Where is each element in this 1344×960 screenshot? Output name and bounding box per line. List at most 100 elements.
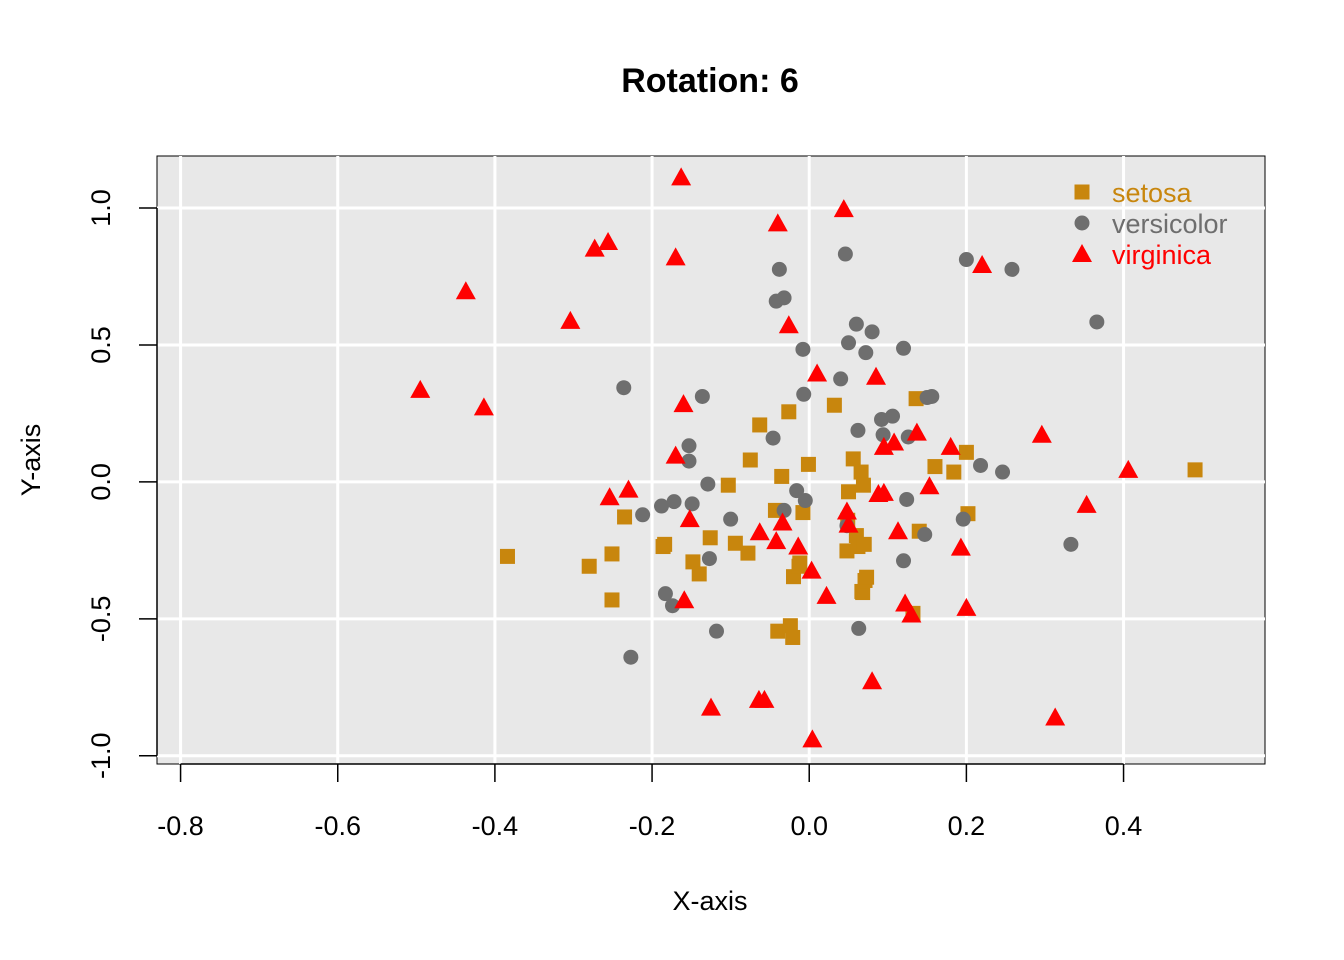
setosa-point	[752, 417, 768, 433]
setosa-point	[702, 530, 718, 546]
versicolor-point	[789, 483, 805, 499]
legend-triangle-icon	[1072, 244, 1092, 262]
versicolor-point	[701, 551, 717, 567]
virginica-point	[778, 315, 799, 334]
versicolor-point	[864, 324, 880, 340]
setosa-point	[927, 459, 943, 475]
setosa-point	[855, 477, 871, 493]
setosa-point	[604, 592, 620, 608]
versicolor-point	[797, 493, 813, 509]
setosa-point	[782, 618, 798, 634]
versicolor-point	[776, 502, 792, 518]
y-tick-label: 1.0	[86, 189, 116, 227]
virginica-point	[766, 531, 787, 550]
legend-circle-icon	[1074, 215, 1090, 231]
x-tick-label: -0.8	[157, 811, 204, 841]
virginica-point	[598, 231, 619, 250]
setosa-point	[958, 444, 974, 460]
versicolor-point	[995, 464, 1011, 480]
versicolor-point	[694, 388, 710, 404]
versicolor-point	[681, 453, 697, 469]
series-virginica	[410, 167, 1139, 748]
versicolor-point	[885, 408, 901, 424]
virginica-point	[560, 310, 581, 329]
versicolor-point	[833, 371, 849, 387]
virginica-point	[906, 422, 927, 441]
virginica-point	[1118, 459, 1139, 478]
virginica-point	[665, 247, 686, 266]
versicolor-point	[709, 623, 725, 639]
virginica-point	[802, 729, 823, 748]
versicolor-point	[973, 457, 989, 473]
setosa-point	[908, 391, 924, 407]
versicolor-point	[850, 422, 866, 438]
virginica-point	[674, 590, 695, 609]
y-axis-label: Y-axis	[16, 424, 46, 497]
virginica-point	[1076, 494, 1097, 513]
virginica-point	[754, 689, 775, 708]
setosa-point	[617, 509, 633, 525]
virginica-point	[410, 379, 431, 398]
virginica-point	[673, 394, 694, 413]
setosa-point	[795, 505, 811, 521]
setosa-point	[1187, 462, 1203, 478]
virginica-point	[816, 585, 837, 604]
legend-item-versicolor: versicolor	[1074, 209, 1228, 239]
setosa-point	[499, 548, 515, 564]
y-tick-label: -1.0	[86, 733, 116, 780]
virginica-point	[701, 697, 721, 716]
versicolor-point	[795, 341, 811, 357]
setosa-point	[855, 585, 871, 601]
versicolor-point	[653, 498, 669, 514]
virginica-point	[665, 445, 686, 464]
virginica-point	[618, 479, 639, 498]
virginica-point	[940, 436, 961, 455]
setosa-point	[720, 477, 736, 493]
versicolor-point	[896, 340, 912, 356]
versicolor-point	[851, 620, 867, 636]
virginica-point	[749, 522, 770, 541]
virginica-point	[873, 482, 894, 501]
setosa-point	[781, 404, 797, 420]
versicolor-point	[657, 586, 673, 602]
versicolor-point	[875, 427, 891, 443]
virginica-point	[772, 512, 793, 531]
legend-item-setosa: setosa	[1074, 178, 1193, 208]
versicolor-point	[776, 290, 792, 306]
versicolor-point	[700, 476, 716, 492]
virginica-point	[956, 597, 977, 616]
setosa-point	[740, 545, 756, 561]
x-axis: -0.8 -0.6 -0.4 -0.2 0.0 0.2 0.4	[157, 763, 1143, 841]
setosa-point	[685, 554, 701, 570]
setosa-point	[774, 468, 790, 484]
x-tick-label: -0.6	[314, 811, 361, 841]
versicolor-point	[666, 494, 682, 510]
legend-label: versicolor	[1112, 209, 1228, 239]
versicolor-point	[848, 316, 864, 332]
x-tick-label: 0.0	[790, 811, 828, 841]
setosa-point	[770, 623, 786, 639]
versicolor-point	[896, 553, 912, 569]
x-tick-label: 0.2	[948, 811, 986, 841]
legend-square-icon	[1074, 184, 1090, 200]
virginica-point	[862, 671, 883, 690]
versicolor-point	[635, 507, 651, 523]
versicolor-point	[616, 380, 632, 396]
setosa-point	[841, 484, 857, 500]
versicolor-point	[841, 335, 857, 351]
y-tick-label: 0.5	[86, 326, 116, 364]
setosa-point	[604, 546, 620, 562]
x-tick-label: 0.4	[1105, 811, 1143, 841]
setosa-point	[946, 464, 962, 480]
versicolor-point	[837, 246, 853, 262]
data-points	[410, 167, 1203, 748]
setosa-point	[853, 464, 869, 480]
versicolor-point	[917, 526, 933, 542]
y-tick-label: -0.5	[86, 596, 116, 643]
versicolor-point	[796, 386, 812, 402]
virginica-point	[801, 560, 822, 579]
legend-label: virginica	[1112, 240, 1212, 270]
setosa-point	[856, 536, 872, 552]
virginica-point	[884, 432, 905, 451]
